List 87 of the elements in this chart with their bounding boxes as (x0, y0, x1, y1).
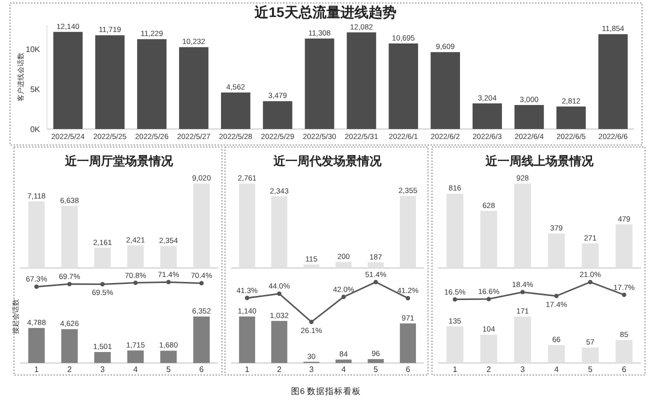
bar (480, 210, 498, 268)
bar (239, 184, 256, 268)
bar (400, 196, 416, 268)
x-tick-label: 1 (244, 365, 250, 374)
bar (28, 201, 45, 268)
bar (582, 243, 599, 268)
point (341, 294, 346, 300)
bar (598, 34, 628, 129)
x-tick-label: 6 (622, 365, 627, 374)
bar (53, 32, 83, 129)
point (622, 292, 626, 298)
bar (514, 316, 532, 363)
bar (616, 340, 633, 363)
point (588, 280, 592, 284)
bar (303, 264, 320, 268)
chart-title: 近一周厅堂场景情况 (64, 154, 174, 168)
x-tick-label: 2 (67, 365, 72, 374)
point (374, 280, 378, 284)
x-tick-label: 6 (406, 365, 411, 374)
bar (271, 320, 288, 363)
chart-title: 近一周线上场景情况 (484, 154, 594, 168)
x-tick-label: 2 (486, 365, 492, 374)
bar (616, 224, 633, 268)
x-tick-label: 4 (554, 365, 560, 374)
bar (179, 47, 208, 129)
y-tick-label: 5K (30, 85, 41, 94)
bar (94, 248, 111, 268)
bar (61, 329, 78, 363)
x-tick-label: 3 (100, 365, 106, 374)
bar (127, 350, 144, 363)
bar (548, 345, 565, 363)
bar (239, 316, 256, 363)
bar (556, 106, 586, 129)
bar (193, 184, 210, 268)
bar (160, 350, 177, 363)
bar (446, 194, 464, 268)
bar (388, 43, 418, 129)
caption: 图6 数据指标看板 (290, 386, 362, 396)
point (406, 296, 410, 300)
point (486, 296, 491, 302)
x-tick-label: 3 (309, 365, 314, 374)
y-tick-label: 10K (26, 45, 41, 54)
x-tick-label: 2 (277, 365, 282, 374)
bar (480, 334, 498, 363)
x-tick-label: 1 (34, 365, 40, 374)
bar (368, 262, 384, 268)
point (520, 290, 525, 294)
bar (193, 316, 210, 363)
bar (368, 359, 384, 363)
bar (262, 101, 292, 129)
point (277, 292, 282, 296)
x-tick-label: 4 (341, 365, 346, 374)
bar (28, 328, 45, 363)
bar (346, 32, 376, 129)
bar (430, 52, 460, 129)
bar (127, 245, 144, 268)
point (244, 296, 250, 300)
point (309, 320, 314, 324)
bar (446, 326, 464, 363)
bar (582, 348, 599, 363)
chart-title: 近15天总流量进线趋势 (254, 4, 396, 20)
point (554, 294, 559, 298)
bar (221, 92, 250, 129)
x-tick-label: 5 (588, 365, 594, 374)
x-tick-label: 5 (166, 365, 172, 374)
point (452, 297, 458, 302)
x-tick-label: 4 (133, 365, 138, 374)
bar (61, 206, 78, 268)
bar (514, 184, 532, 268)
bar (95, 35, 125, 129)
bar (160, 246, 177, 268)
bar (548, 234, 565, 268)
bar (400, 323, 416, 363)
bar (472, 103, 502, 129)
bar (94, 352, 111, 363)
bar (304, 38, 334, 129)
y-tick-label: 0K (30, 125, 41, 134)
x-tick-label: 5 (374, 365, 379, 374)
x-tick-label: 6 (199, 365, 204, 374)
bar (336, 360, 352, 363)
x-tick-label: 3 (520, 365, 526, 374)
x-tick-label: 1 (452, 365, 458, 374)
bar (336, 262, 352, 268)
bar (137, 39, 166, 129)
bar (514, 105, 544, 129)
bar (271, 196, 288, 268)
chart-title: 近一周代发场景情况 (272, 154, 382, 168)
